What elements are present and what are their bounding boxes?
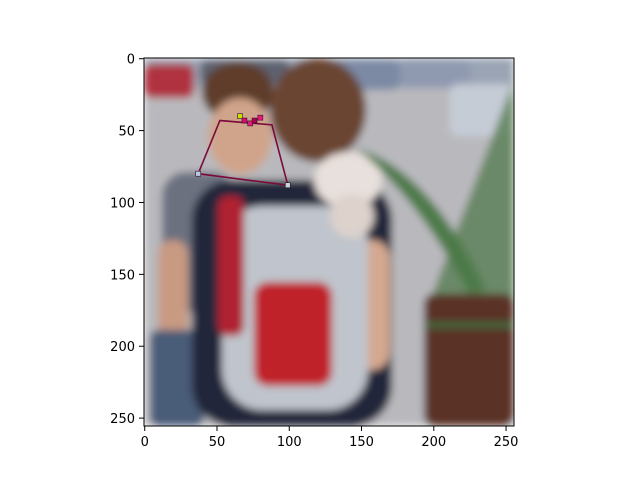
background-car-blue-2 bbox=[400, 60, 470, 88]
keypoint-marker bbox=[241, 117, 248, 124]
x-tick-label: 50 bbox=[209, 435, 226, 450]
y-axis-ticks: 0 50 100 150 200 250 bbox=[110, 53, 144, 427]
plant-pot bbox=[424, 294, 514, 426]
backpack-strap-left bbox=[218, 196, 244, 336]
y-tick-label: 50 bbox=[118, 125, 135, 140]
backpack-pocket bbox=[254, 282, 332, 386]
y-tick-label: 100 bbox=[110, 196, 135, 211]
photo bbox=[144, 58, 514, 426]
plant-leaf-left bbox=[356, 148, 486, 296]
right-person-hair bbox=[270, 58, 366, 162]
y-tick-label: 0 bbox=[127, 53, 135, 68]
keypoint-marker bbox=[247, 120, 254, 127]
dog-head bbox=[314, 152, 382, 208]
x-tick-label: 0 bbox=[141, 435, 149, 450]
background-car-red bbox=[144, 64, 194, 98]
keypoint-marker bbox=[285, 182, 291, 189]
y-tick-label: 250 bbox=[110, 412, 135, 427]
x-tick-label: 150 bbox=[349, 435, 374, 450]
x-axis-ticks: 0 50 100 150 200 250 bbox=[141, 426, 519, 450]
keypoint-marker bbox=[195, 170, 201, 177]
x-tick-label: 250 bbox=[494, 435, 519, 450]
keypoint-marker bbox=[237, 113, 243, 120]
face-polygon bbox=[197, 119, 289, 187]
left-person-jeans bbox=[150, 330, 204, 426]
annotation-overlay bbox=[195, 113, 291, 189]
x-tick-label: 200 bbox=[421, 435, 446, 450]
plant-pot-band bbox=[424, 322, 514, 328]
keypoint-marker bbox=[257, 114, 264, 121]
x-tick-label: 100 bbox=[277, 435, 302, 450]
axes-frame bbox=[143, 57, 515, 427]
y-tick-label: 200 bbox=[110, 340, 135, 355]
dog-body bbox=[330, 194, 374, 238]
left-person-arm bbox=[158, 240, 188, 340]
left-person-face bbox=[208, 98, 272, 174]
keypoint-marker bbox=[251, 117, 258, 124]
y-tick-label: 150 bbox=[110, 268, 135, 283]
